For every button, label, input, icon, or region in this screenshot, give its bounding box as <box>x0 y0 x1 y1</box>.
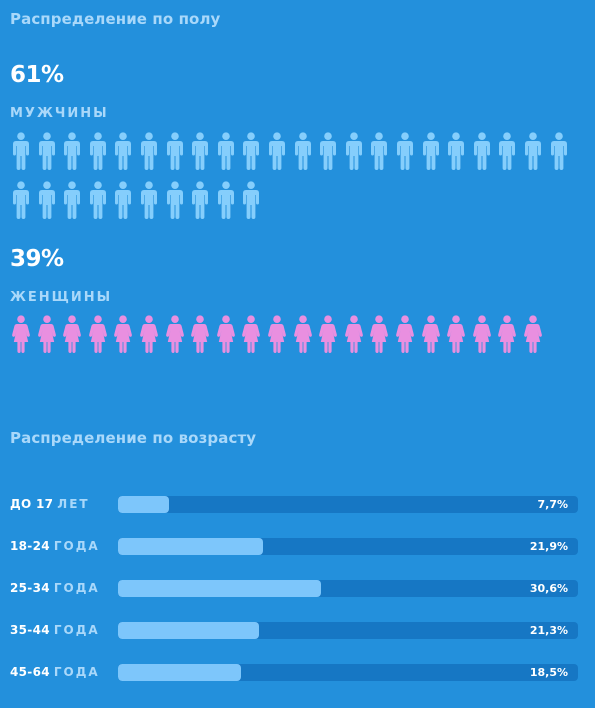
age-bar-track: 21,3% <box>118 622 578 639</box>
male-person-icon <box>141 181 157 219</box>
female-icons-row <box>10 315 580 353</box>
age-range: 25-34 <box>10 581 50 595</box>
age-bar-track: 7,7% <box>118 496 578 513</box>
male-person-icon <box>64 132 81 170</box>
male-person-icon <box>345 132 362 170</box>
male-person-icon <box>217 181 234 219</box>
age-row-label: 18-24 ГОДА <box>10 539 100 553</box>
age-bar-value: 18,5% <box>529 666 568 679</box>
female-person-icon <box>421 315 440 353</box>
age-bar-track: 30,6% <box>118 580 578 597</box>
male-person-icon <box>499 132 516 170</box>
male-person-icon <box>166 181 183 219</box>
age-bar-value: 21,9% <box>529 540 568 553</box>
male-person-icon <box>192 132 209 170</box>
female-person-icon <box>396 315 414 353</box>
female-person-icon <box>216 315 235 353</box>
female-person-icon <box>63 315 82 353</box>
age-unit: ЛЕТ <box>57 497 90 511</box>
age-bar-value: 7,7% <box>537 498 568 511</box>
age-unit: ГОДА <box>53 665 100 679</box>
age-bar-fill <box>118 622 259 639</box>
female-person-icon <box>498 315 517 353</box>
male-person-icon <box>448 132 465 170</box>
female-person-icon <box>319 315 338 353</box>
male-person-icon <box>192 181 209 219</box>
male-person-icon <box>243 181 260 219</box>
age-row-label: 35-44 ГОДА <box>10 623 100 637</box>
age-unit: ГОДА <box>53 581 100 595</box>
age-bar-value: 21,3% <box>529 624 568 637</box>
age-row-label: 25-34 ГОДА <box>10 581 100 595</box>
male-person-icon <box>397 132 413 170</box>
female-person-icon <box>12 315 30 353</box>
age-row-label: 45-64 ГОДА <box>10 665 100 679</box>
age-bar-fill <box>118 580 321 597</box>
female-person-icon <box>370 315 389 353</box>
male-icons-row-1 <box>10 132 580 170</box>
male-person-icon <box>269 132 285 170</box>
female-person-icon <box>140 315 158 353</box>
male-person-icon <box>320 132 337 170</box>
age-row-label: ДО 17 ЛЕТ <box>10 497 90 511</box>
male-person-icon <box>422 132 439 170</box>
age-bar-fill <box>118 496 169 513</box>
male-person-icon <box>166 132 183 170</box>
age-bar-fill <box>118 664 241 681</box>
age-bar-fill <box>118 538 263 555</box>
age-range: 35-44 <box>10 623 50 637</box>
male-percent: 61% <box>10 62 64 88</box>
male-person-icon <box>89 132 106 170</box>
male-person-icon <box>38 181 55 219</box>
age-range: 18-24 <box>10 539 50 553</box>
male-person-icon <box>371 132 388 170</box>
male-person-icon <box>38 132 55 170</box>
female-person-icon <box>114 315 133 353</box>
female-person-icon <box>88 315 107 353</box>
male-person-icon <box>64 181 81 219</box>
age-unit: ГОДА <box>53 539 100 553</box>
age-unit: ГОДА <box>53 623 100 637</box>
male-icons-row-2 <box>10 181 580 219</box>
male-person-icon <box>525 132 541 170</box>
age-section-title: Распределение по возрасту <box>10 429 257 447</box>
female-label: ЖЕНЩИНЫ <box>10 290 113 305</box>
female-person-icon <box>165 315 184 353</box>
female-person-icon <box>524 315 542 353</box>
gender-section-title: Распределение по полу <box>10 10 221 28</box>
male-person-icon <box>243 132 260 170</box>
female-person-icon <box>293 315 312 353</box>
age-bar-track: 18,5% <box>118 664 578 681</box>
age-bar-value: 30,6% <box>529 582 568 595</box>
male-person-icon <box>473 132 490 170</box>
male-person-icon <box>294 132 311 170</box>
age-range: 45-64 <box>10 665 50 679</box>
male-person-icon <box>13 132 29 170</box>
male-person-icon <box>550 132 567 170</box>
male-person-icon <box>89 181 106 219</box>
female-person-icon <box>447 315 466 353</box>
male-person-icon <box>115 181 132 219</box>
female-person-icon <box>268 315 286 353</box>
female-person-icon <box>37 315 56 353</box>
age-range: ДО 17 <box>10 497 54 511</box>
female-percent: 39% <box>10 246 64 272</box>
male-person-icon <box>217 132 234 170</box>
male-person-icon <box>115 132 132 170</box>
male-person-icon <box>13 181 29 219</box>
age-bar-track: 21,9% <box>118 538 578 555</box>
male-label: МУЖЧИНЫ <box>10 106 109 121</box>
female-person-icon <box>344 315 363 353</box>
female-person-icon <box>191 315 210 353</box>
female-person-icon <box>242 315 261 353</box>
female-person-icon <box>472 315 491 353</box>
male-person-icon <box>141 132 157 170</box>
